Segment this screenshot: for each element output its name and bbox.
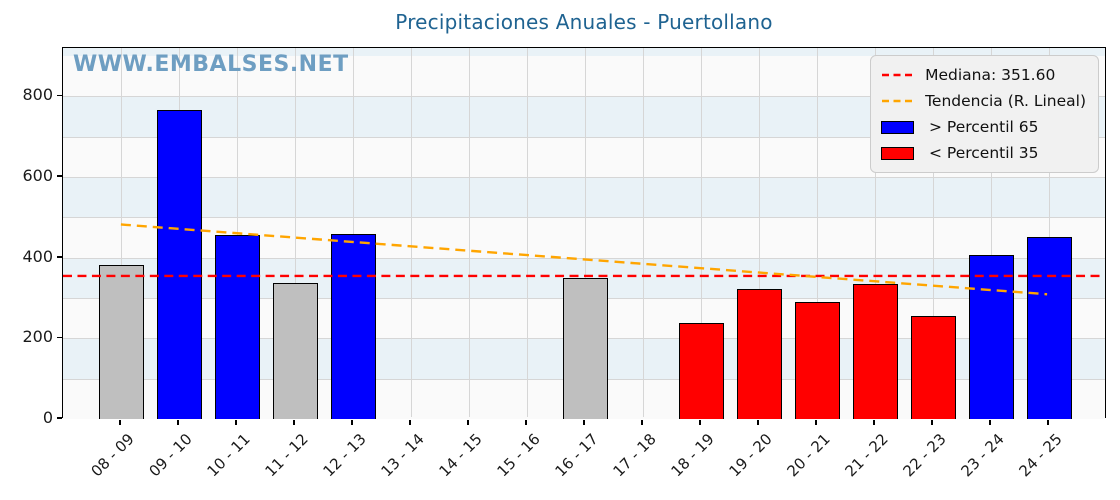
v-gridline (933, 48, 934, 417)
x-tick-label-09-10: 09 - 10 (145, 430, 196, 481)
x-tick-label-12-13: 12 - 13 (319, 430, 370, 481)
v-gridline (353, 48, 354, 417)
h-gridline (63, 177, 1105, 179)
legend-item-percentil35: < Percentil 35 (881, 143, 1086, 163)
bar-08-09 (98, 264, 144, 419)
x-tick-label-21-22: 21 - 22 (841, 430, 892, 481)
blue-patch-icon (881, 120, 915, 134)
chart-title: Precipitaciones Anuales - Puertollano (395, 10, 773, 34)
x-tick-mark (1047, 419, 1049, 425)
bar-24-25 (1026, 236, 1072, 419)
background-band (63, 177, 1105, 218)
legend-label-median: Mediana: 351.60 (925, 66, 1056, 84)
x-tick-mark (931, 419, 933, 425)
legend-item-trend: Tendencia (R. Lineal) (881, 91, 1086, 111)
bar-22-23 (910, 315, 956, 419)
bar-19-20 (736, 289, 782, 419)
watermark-text: WWW.EMBALSES.NET (73, 52, 349, 77)
bar-11-12 (272, 282, 318, 419)
v-gridline (295, 48, 296, 417)
v-gridline (527, 48, 528, 417)
v-gridline (875, 48, 876, 417)
bar-09-10 (156, 109, 202, 419)
x-tick-mark (699, 419, 701, 425)
x-tick-mark (989, 419, 991, 425)
red-patch-icon (881, 146, 915, 160)
x-tick-label-08-09: 08 - 09 (87, 430, 138, 481)
y-tick-label-800: 800 (22, 85, 53, 105)
x-tick-label-19-20: 19 - 20 (725, 430, 776, 481)
x-tick-label-16-17: 16 - 17 (551, 430, 602, 481)
y-tick-label-0: 0 (42, 408, 53, 427)
x-tick-mark (815, 419, 817, 425)
v-gridline (121, 48, 122, 417)
x-tick-label-11-12: 11 - 12 (261, 430, 312, 481)
y-tick-label-400: 400 (22, 246, 53, 266)
y-tick-mark (57, 417, 62, 419)
x-tick-label-24-25: 24 - 25 (1015, 430, 1066, 481)
v-gridline (817, 48, 818, 417)
legend-item-percentil65: > Percentil 65 (881, 117, 1086, 137)
v-gridline (469, 48, 470, 417)
legend-label-percentil35: < Percentil 35 (924, 144, 1039, 162)
x-tick-label-10-11: 10 - 11 (203, 430, 254, 481)
x-tick-mark (351, 419, 353, 425)
x-tick-mark (119, 419, 121, 425)
legend-label-percentil65: > Percentil 65 (924, 118, 1039, 136)
bar-12-13 (330, 234, 376, 419)
y-tick-mark (57, 94, 62, 97)
v-gridline (411, 48, 412, 417)
y-tick-mark (57, 255, 62, 258)
x-tick-mark (757, 419, 759, 425)
h-gridline (63, 136, 1105, 138)
y-tick-label-200: 200 (22, 327, 53, 347)
legend-label-trend: Tendencia (R. Lineal) (925, 92, 1086, 110)
bar-21-22 (852, 283, 898, 419)
plot-area: WWW.EMBALSES.NET Mediana: 351.60 Tendenc… (62, 47, 1106, 419)
v-gridline (585, 48, 586, 417)
x-tick-label-15-16: 15 - 16 (493, 430, 544, 481)
x-tick-label-23-24: 23 - 24 (957, 430, 1008, 481)
h-gridline (63, 217, 1105, 219)
bar-16-17 (562, 278, 608, 419)
y-tick-label-600: 600 (22, 166, 53, 186)
x-tick-label-14-15: 14 - 15 (435, 430, 486, 481)
x-tick-mark (583, 419, 585, 425)
x-tick-mark (641, 419, 643, 425)
x-tick-label-22-23: 22 - 23 (899, 430, 950, 481)
reference-lines (63, 223, 1105, 296)
x-tick-label-17-18: 17 - 18 (609, 430, 660, 481)
x-tick-mark (409, 419, 411, 425)
y-tick-mark (57, 336, 62, 339)
trend-dash-icon (882, 99, 915, 103)
x-tick-mark (525, 419, 527, 425)
x-tick-label-18-19: 18 - 19 (667, 430, 718, 481)
v-gridline (759, 48, 760, 417)
bars-layer (63, 48, 1105, 419)
background-band (63, 48, 1105, 57)
x-tick-label-13-14: 13 - 14 (377, 430, 428, 481)
median-dash-icon (882, 73, 915, 77)
bar-23-24 (968, 254, 1014, 419)
trend-line (120, 223, 1048, 296)
bar-18-19 (678, 323, 724, 419)
bar-10-11 (214, 235, 260, 419)
x-tick-mark (293, 419, 295, 425)
legend: Mediana: 351.60 Tendencia (R. Lineal) > … (870, 55, 1099, 173)
legend-item-median: Mediana: 351.60 (881, 65, 1086, 85)
v-gridline (1049, 48, 1050, 417)
x-tick-label-20-21: 20 - 21 (783, 430, 834, 481)
x-tick-mark (873, 419, 875, 425)
v-gridline (991, 48, 992, 417)
v-gridline (643, 48, 644, 417)
y-tick-mark (57, 175, 62, 177)
v-gridline (701, 48, 702, 417)
x-tick-mark (177, 419, 179, 425)
h-gridline (63, 96, 1105, 98)
x-tick-mark (467, 419, 469, 425)
x-tick-mark (235, 419, 237, 425)
bar-20-21 (794, 301, 840, 419)
